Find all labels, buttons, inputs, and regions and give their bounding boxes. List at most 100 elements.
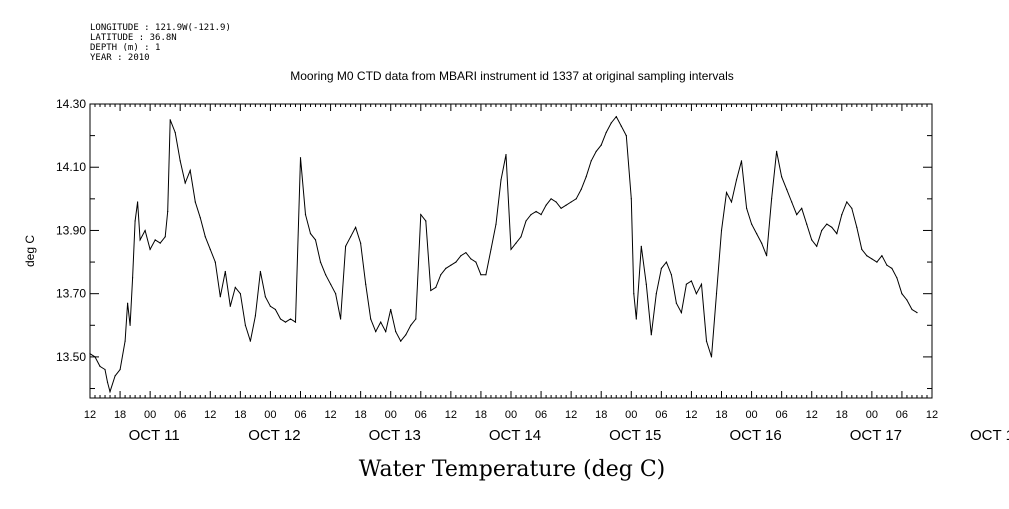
data-point	[695, 293, 698, 295]
data-point	[675, 302, 678, 304]
x-tick-label: 12	[445, 409, 457, 421]
x-tick-label: 18	[715, 409, 727, 421]
data-point	[776, 150, 778, 152]
data-point	[470, 258, 472, 260]
data-point	[279, 318, 282, 320]
data-point	[690, 280, 693, 282]
x-tick-label: 06	[535, 409, 547, 421]
data-point	[219, 296, 221, 298]
data-point	[670, 274, 673, 276]
data-point	[906, 299, 908, 301]
data-point	[710, 356, 713, 358]
data-point	[179, 160, 181, 162]
data-point	[540, 214, 542, 216]
x-day-label: OCT 12	[248, 427, 300, 444]
data-point	[294, 321, 297, 323]
data-point	[911, 308, 913, 311]
x-day-label: OCT 18	[970, 427, 1009, 444]
data-point	[355, 226, 357, 228]
data-point	[781, 176, 783, 178]
data-point	[430, 289, 432, 292]
data-point	[766, 255, 768, 257]
data-point	[625, 135, 627, 137]
data-point	[106, 381, 109, 383]
data-point	[600, 144, 602, 146]
data-point	[866, 255, 868, 257]
data-point	[199, 217, 201, 219]
data-point	[685, 283, 688, 285]
data-point	[149, 248, 151, 250]
x-day-label: OCT 11	[129, 427, 180, 444]
data-point	[144, 229, 146, 232]
x-tick-label: 06	[655, 409, 667, 421]
data-point	[901, 293, 903, 295]
data-point	[550, 198, 552, 200]
data-point	[415, 318, 417, 320]
y-axis-label: deg C	[23, 235, 37, 267]
data-point	[515, 242, 517, 244]
x-tick-label: 00	[866, 409, 878, 421]
x-tick-label: 00	[625, 409, 637, 421]
x-tick-label: 18	[836, 409, 848, 421]
data-point	[89, 353, 91, 355]
data-point	[555, 201, 557, 203]
data-point	[304, 214, 307, 216]
x-tick-label: 06	[415, 409, 427, 421]
data-point	[435, 286, 437, 288]
data-point	[204, 236, 206, 238]
data-point	[876, 261, 878, 263]
data-point	[650, 334, 652, 336]
data-point	[861, 248, 863, 250]
data-point	[665, 261, 668, 263]
x-tick-label: 00	[144, 409, 156, 421]
data-point	[791, 201, 793, 203]
data-point	[565, 204, 567, 206]
data-point	[505, 154, 507, 156]
data-point	[480, 274, 482, 276]
data-point	[189, 169, 191, 171]
data-point	[826, 223, 828, 225]
x-tick-label: 06	[896, 409, 908, 421]
data-point	[535, 210, 537, 213]
data-point	[309, 233, 312, 235]
data-point	[325, 274, 327, 276]
data-point	[405, 334, 407, 336]
data-point	[289, 318, 292, 320]
x-tick-label: 06	[174, 409, 186, 421]
data-point	[154, 239, 156, 241]
x-tick-label: 12	[806, 409, 818, 421]
data-point	[590, 160, 592, 162]
data-point	[771, 198, 773, 200]
data-point	[224, 270, 226, 273]
data-point	[425, 220, 427, 222]
plot-frame	[89, 103, 933, 399]
data-point	[700, 283, 703, 285]
data-point	[139, 239, 141, 241]
y-tick-label: 13.50	[56, 350, 86, 364]
data-point	[314, 239, 317, 241]
data-point	[244, 324, 246, 326]
data-point	[520, 236, 522, 238]
data-point	[500, 179, 502, 181]
data-point	[269, 305, 271, 307]
data-point	[410, 324, 412, 326]
data-point	[299, 157, 302, 159]
data-point	[234, 286, 236, 288]
data-point	[264, 296, 266, 298]
x-day-label: OCT 17	[850, 427, 902, 444]
data-point	[886, 264, 888, 266]
data-point	[345, 245, 347, 247]
data-point	[340, 318, 342, 320]
data-point	[465, 252, 467, 254]
data-point	[730, 201, 733, 203]
data-point	[380, 321, 382, 323]
data-point	[370, 318, 372, 320]
data-point	[132, 277, 134, 279]
data-point	[715, 293, 718, 295]
data-point	[450, 264, 452, 266]
x-tick-label: 12	[565, 409, 577, 421]
data-point	[735, 179, 738, 181]
data-point	[164, 236, 166, 238]
